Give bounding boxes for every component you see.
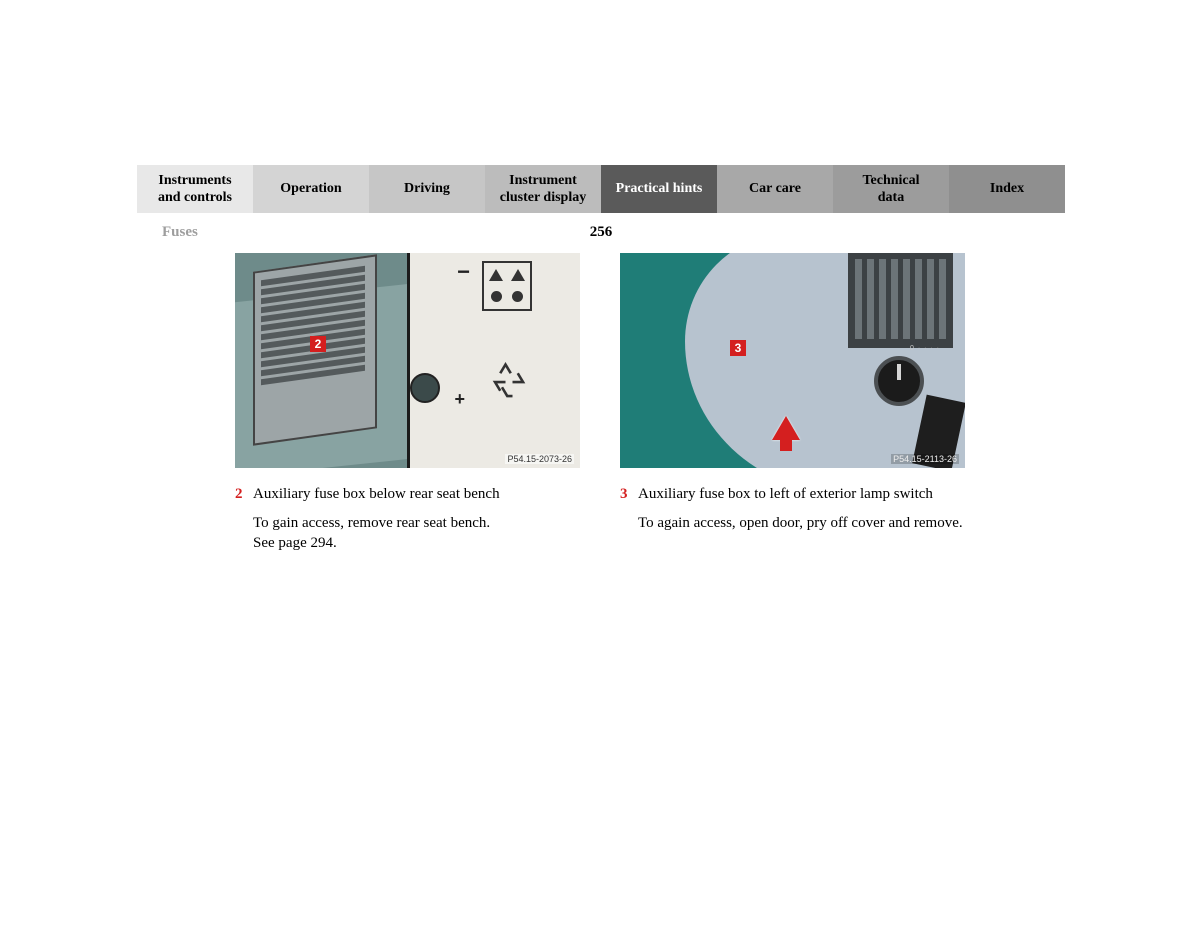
figure-fusebox-lamp-switch: 0 · · · · 3 P54.15-2113-26	[620, 253, 965, 468]
recycle-icon	[488, 361, 530, 403]
chapter-tabs: Instruments and controls Operation Drivi…	[137, 165, 1065, 213]
caption-body: To again access, open door, pry off cove…	[638, 513, 965, 533]
section-title: Fuses	[162, 224, 198, 241]
tab-operation[interactable]: Operation	[253, 165, 369, 213]
callout-marker-3: 3	[730, 340, 746, 356]
tab-index[interactable]: Index	[949, 165, 1065, 213]
caption-number: 2	[235, 486, 253, 503]
battery-minus-icon: −	[457, 259, 470, 285]
caption-title: Auxiliary fuse box below rear seat bench	[253, 486, 580, 503]
figure-code: P54.15-2073-26	[505, 454, 574, 464]
tab-technical-data[interactable]: Technical data	[833, 165, 949, 213]
content-area: − + 2 P54.15-2073-26 2 Auxiliary fuse bo…	[235, 253, 1065, 554]
tab-driving[interactable]: Driving	[369, 165, 485, 213]
caption-number: 3	[620, 486, 638, 503]
page-number: 256	[590, 224, 613, 241]
right-column: 0 · · · · 3 P54.15-2113-26 3 Auxiliary f…	[620, 253, 965, 554]
caption-2: 2 Auxiliary fuse box below rear seat ben…	[235, 486, 580, 503]
hazard-symbols-icon	[482, 261, 532, 311]
figure-code: P54.15-2113-26	[891, 454, 959, 464]
tab-cluster-display[interactable]: Instrument cluster display	[485, 165, 601, 213]
tab-instruments[interactable]: Instruments and controls	[137, 165, 253, 213]
tab-car-care[interactable]: Car care	[717, 165, 833, 213]
caption-3: 3 Auxiliary fuse box to left of exterior…	[620, 486, 965, 503]
caption-title: Auxiliary fuse box to left of exterior l…	[638, 486, 965, 503]
manual-page: Instruments and controls Operation Drivi…	[137, 165, 1065, 554]
caption-body: To gain access, remove rear seat bench. …	[253, 513, 580, 554]
left-column: − + 2 P54.15-2073-26 2 Auxiliary fuse bo…	[235, 253, 580, 554]
figure-fusebox-rear-seat: − + 2 P54.15-2073-26	[235, 253, 580, 468]
battery-plus-icon: +	[454, 389, 465, 410]
lamp-switch-scale: 0 · · · ·	[910, 345, 940, 352]
tab-practical-hints[interactable]: Practical hints	[601, 165, 717, 213]
lamp-switch-icon	[873, 353, 925, 405]
page-header: Fuses 256	[137, 224, 1065, 241]
callout-marker-2: 2	[310, 336, 326, 352]
